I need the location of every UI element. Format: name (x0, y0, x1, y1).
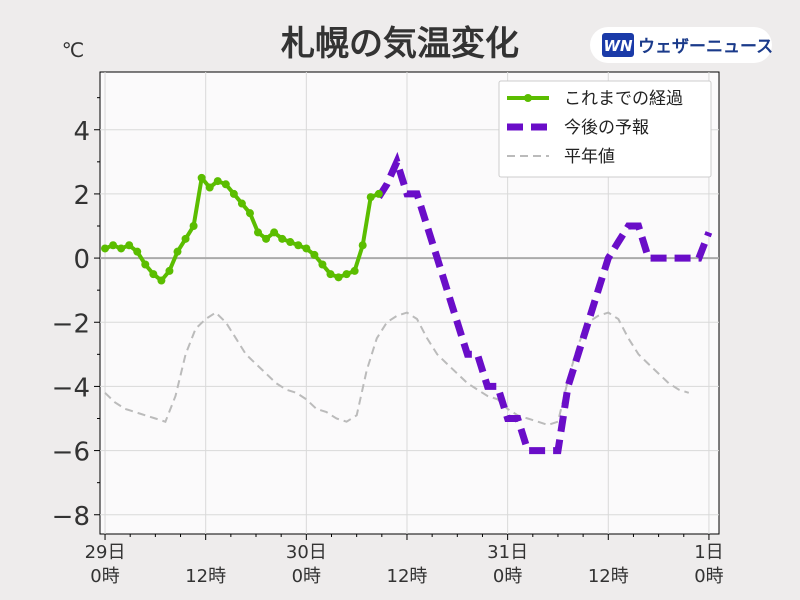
data-point-observed (181, 234, 190, 243)
data-point-observed (286, 238, 295, 247)
y-tick-label: −8 (52, 502, 90, 532)
y-tick-label: −4 (52, 373, 90, 403)
data-point-observed (326, 270, 335, 279)
x-tick-label-time: 0時 (493, 566, 522, 587)
legend-label-normal: 平年値 (564, 147, 615, 167)
data-point-observed (237, 199, 246, 208)
data-point-observed (109, 241, 118, 250)
data-point-observed (270, 228, 279, 237)
legend-label-observed: これまでの経過 (564, 89, 683, 109)
data-point-observed (229, 189, 238, 198)
data-point-observed (245, 209, 254, 218)
y-tick-label: −6 (52, 438, 90, 468)
x-tick-label-date: 29日 (85, 542, 126, 563)
y-tick-label: 4 (73, 117, 90, 147)
y-axis-unit: ℃ (62, 38, 84, 62)
data-point-observed (278, 234, 287, 243)
data-point-observed (302, 244, 311, 253)
series-line-normal (104, 311, 690, 426)
x-tick-label-time: 12時 (185, 566, 226, 587)
data-point-observed (310, 250, 319, 259)
data-point-observed (141, 260, 150, 269)
weathernews-logo: WN ウェザーニュース (590, 27, 773, 63)
data-point-observed (189, 222, 198, 230)
x-tick-label-time: 0時 (694, 566, 723, 587)
x-tick-label-date: 30日 (286, 542, 327, 563)
data-point-observed (318, 260, 327, 269)
data-point-observed (350, 266, 359, 275)
brand-name: ウェザーニュース (638, 37, 773, 57)
data-point-observed (294, 241, 303, 250)
logo-mark: WN (603, 37, 633, 55)
data-point-observed (221, 180, 230, 189)
data-point-observed (358, 241, 367, 250)
x-tick-label-time: 0時 (292, 566, 321, 587)
legend-label-forecast: 今後の予報 (564, 118, 649, 138)
data-point-observed (101, 244, 110, 253)
data-point-observed (205, 183, 214, 192)
data-point-observed (197, 173, 206, 182)
data-point-observed (133, 247, 142, 256)
legend-marker-observed (524, 94, 532, 102)
data-point-observed (173, 247, 182, 256)
data-point-observed (366, 193, 375, 202)
legend: これまでの経過 今後の予報 平年値 (498, 80, 712, 178)
data-point-observed (165, 266, 174, 275)
data-point-observed (374, 189, 383, 198)
axes: 4 2 0 −2 −4 −6 −8 29日 0時 12時 30日 0時 12時 31日 0時 12時 1日 0時 (52, 97, 724, 587)
y-tick-label: 0 (73, 245, 90, 275)
data-point-observed (157, 276, 166, 285)
y-tick-label: 2 (73, 181, 90, 211)
data-point-observed (262, 234, 271, 243)
x-tick-label-date: 31日 (487, 542, 528, 563)
data-point-observed (125, 241, 134, 250)
series-layer (101, 151, 713, 455)
x-tick-label-time: 12時 (387, 566, 428, 587)
data-point-observed (213, 177, 222, 186)
data-point-observed (342, 270, 351, 279)
chart-title: 札幌の気温変化 (281, 24, 519, 64)
data-point-observed (149, 270, 158, 279)
y-tick-label: −2 (52, 309, 90, 339)
x-tick-label-time: 0時 (90, 566, 119, 587)
data-point-observed (334, 273, 343, 282)
series-line-forecast (375, 151, 713, 455)
data-point-observed (117, 244, 126, 253)
x-tick-label-time: 12時 (588, 566, 629, 587)
x-tick-label-date: 1日 (694, 542, 723, 563)
data-point-observed (254, 228, 263, 237)
